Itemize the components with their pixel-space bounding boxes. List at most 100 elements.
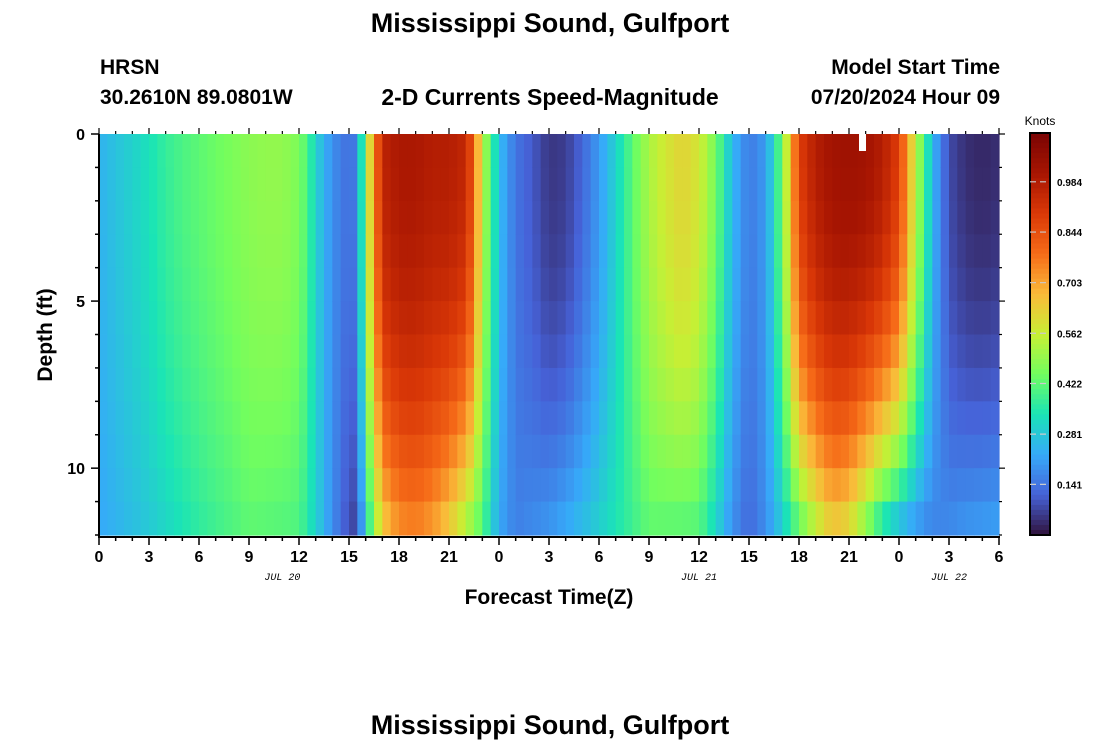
date-label: JUL 20 [264,573,300,584]
heatmap-cell [482,200,492,235]
heatmap-cell [240,167,250,202]
heatmap-cell [632,468,642,503]
heatmap-cell [615,234,625,269]
heatmap-cell [674,434,683,469]
heatmap-cell [224,501,233,536]
heatmap-cell [832,468,842,503]
colorbar-segment [1030,323,1050,330]
heatmap-cell [215,468,225,503]
heatmap-cell [757,200,767,235]
heatmap-cell [990,334,1000,369]
heatmap-cell [824,267,833,302]
heatmap-cell [699,234,708,269]
heatmap-cell [715,267,725,302]
heatmap-cell [349,334,358,369]
heatmap-cell [190,134,200,169]
heatmap-cell [724,501,733,536]
heatmap-cell [990,267,1000,302]
heatmap-cell [524,200,533,235]
heatmap-cell [182,501,192,536]
heatmap-cell [490,401,500,436]
heatmap-cell [549,234,558,269]
heatmap-cell [315,501,325,536]
heatmap-cell [215,401,225,436]
heatmap-cell [815,301,825,336]
heatmap-cell [724,267,733,302]
heatmap-cell [149,267,158,302]
heatmap-cell [132,167,142,202]
heatmap-cell [324,301,333,336]
heatmap-cell [340,267,350,302]
heatmap-cell [165,234,175,269]
heatmap-cell [215,301,225,336]
heatmap-cell [482,267,492,302]
heatmap-cell [515,334,525,369]
heatmap-cell [299,234,308,269]
heatmap-cell [765,134,775,169]
heatmap-cell [815,267,825,302]
heatmap-cell [707,401,717,436]
heatmap-cell [424,334,433,369]
heatmap-cell [457,434,467,469]
heatmap-cell [915,200,925,235]
colorbar-segment [1030,419,1050,426]
colorbar-segment [1030,223,1050,230]
heatmap-cell [957,434,967,469]
heatmap-cell [924,468,933,503]
heatmap-cell [115,267,125,302]
heatmap-cell [482,334,492,369]
heatmap-cell [290,167,300,202]
heatmap-cell [607,434,617,469]
heatmap-cell [824,200,833,235]
heatmap-cell [324,134,333,169]
heatmap-cell [682,367,692,402]
heatmap-cell [207,267,217,302]
heatmap-cell [407,167,417,202]
heatmap-cell [240,134,250,169]
heatmap-cell [882,200,892,235]
heatmap-cell [390,234,400,269]
heatmap-cell [840,234,850,269]
heatmap-cell [157,501,167,536]
heatmap-cell [899,167,908,202]
colorbar-frame [1029,132,1051,536]
heatmap-cell [882,167,892,202]
heatmap-cell [499,134,508,169]
heatmap-cell [465,401,475,436]
heatmap-cell [407,401,417,436]
heatmap-cell [340,401,350,436]
heatmap-cell [774,401,783,436]
heatmap-cell [832,134,842,169]
heatmap-cell [690,334,700,369]
heatmap-cell [632,367,642,402]
heatmap-cell [424,234,433,269]
heatmap-cell [882,468,892,503]
heatmap-cell [132,200,142,235]
heatmap-cell [290,334,300,369]
heatmap-cell [340,501,350,536]
heatmap-cell [665,468,675,503]
heatmap-cell [982,301,992,336]
heatmap-cell [715,234,725,269]
heatmap-cell [990,167,1000,202]
heatmap-cell [982,234,992,269]
heatmap-cell [682,234,692,269]
heatmap-cell [724,200,733,235]
colorbar-segment [1030,399,1050,405]
heatmap-cell [374,200,383,235]
heatmap-cell [432,200,442,235]
heatmap-cell [874,234,883,269]
heatmap-cell [774,267,783,302]
heatmap-cell [165,501,175,536]
heatmap-cell [349,468,358,503]
heatmap-cell [474,501,483,536]
heatmap-cell [132,434,142,469]
heatmap-cell [915,501,925,536]
heatmap-cell [282,267,292,302]
heatmap-cell [924,301,933,336]
heatmap-cell [449,234,458,269]
heatmap-cell [799,501,808,536]
heatmap-cell [899,200,908,235]
heatmap-cell [499,167,508,202]
heatmap-cell [382,367,392,402]
